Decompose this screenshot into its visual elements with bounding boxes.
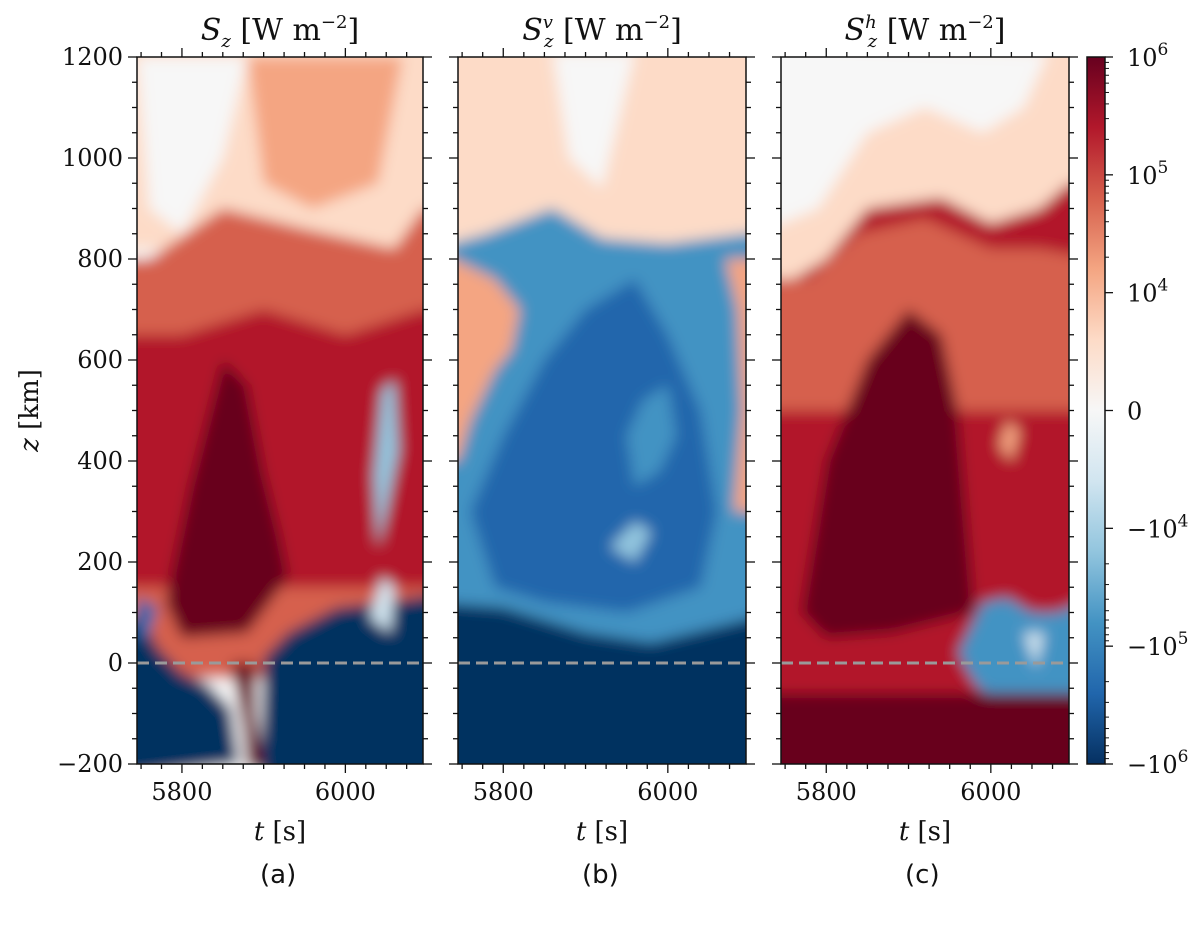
region-blue-streak-a (374, 380, 399, 547)
colorbar-tick-label: −106 (1127, 747, 1188, 779)
region-pocket-light-c (1023, 632, 1045, 668)
heatmap-a (137, 57, 423, 764)
x-tick-label-c: 5800 (796, 778, 857, 806)
ticks-b: 5800 6000 (449, 48, 755, 806)
y-tick-label: 400 (77, 447, 123, 475)
region-right-positive-b (725, 259, 746, 512)
panel-label-b: (b) (582, 860, 619, 890)
colorbar-ticks: 106 105 104 0 −104 −105 −106 (1105, 40, 1188, 779)
region-mid-negative-b (470, 279, 718, 613)
colorbar: 106 105 104 0 −104 −105 −106 (1086, 40, 1188, 779)
region-neg-left-a (137, 620, 240, 764)
region-left-positive-b (458, 261, 520, 461)
y-tick-label: 200 (77, 548, 123, 576)
panel-b: 5800 6000 Sv z [W m−2] t [s] (449, 12, 755, 847)
panel-label-c: (c) (905, 860, 940, 890)
colorbar-tick-label: −104 (1127, 511, 1188, 543)
y-tick-label: −200 (57, 750, 123, 778)
colorbar-tick-label: 105 (1127, 158, 1168, 190)
region-top-white-b (553, 57, 634, 189)
region-light-patch-c (999, 420, 1020, 461)
x-tick-label-b: 5800 (473, 778, 534, 806)
x-tick-label-a: 6000 (315, 778, 376, 806)
title-c: Sh z [W m−2] (845, 12, 1006, 52)
ticks-c: 5800 6000 (772, 48, 1078, 806)
colorbar-gradient (1087, 57, 1105, 764)
x-axis-label-b: t [s] (576, 817, 628, 847)
title-b: Sv z [W m−2] (522, 12, 682, 52)
y-tick-label: 1200 (62, 43, 123, 71)
panel-c: 5800 6000 Sh z [W m−2] t [s] (772, 12, 1078, 847)
region-upper-positive-c (781, 218, 1069, 411)
y-axis-label: z [km] (15, 369, 45, 453)
region-top-white-a (137, 57, 248, 234)
x-axis-label-c: t [s] (899, 817, 951, 847)
region-top-white-c (781, 57, 1047, 224)
region-core-tail-a (231, 663, 263, 764)
y-tick-label: 600 (77, 346, 123, 374)
region-bottom-dark-c (781, 693, 1069, 764)
region-core-c (801, 309, 975, 638)
region-neg-edge-a (137, 597, 158, 643)
x-tick-label-b: 6000 (637, 778, 698, 806)
colorbar-tick-label: 0 (1127, 398, 1142, 426)
y-tick-label: 800 (77, 245, 123, 273)
title-a: Sz [W m−2] (201, 12, 359, 52)
heatmap-c (781, 57, 1069, 764)
colorbar-tick-label: 104 (1127, 276, 1168, 308)
y-tick-label: 1000 (62, 144, 123, 172)
region-core-a (165, 360, 289, 638)
region-light-patch-b (610, 521, 652, 562)
region-mid-lighter-b (626, 385, 677, 487)
region-light-patch-a (369, 577, 395, 633)
heatmap-b (458, 57, 746, 764)
x-tick-label-c: 6000 (960, 778, 1021, 806)
region-negative-pocket-c (957, 597, 1069, 724)
region-top-salmon-a (247, 57, 403, 209)
x-axis-label-a: t [s] (254, 817, 306, 847)
region-bottom-negative-b (458, 604, 746, 764)
region-neg-right-a (260, 596, 423, 764)
ticks-a: 5800 6000 −200 0 200 400 600 800 1000 1200 (57, 43, 432, 806)
colorbar-tick-label: 106 (1127, 40, 1168, 72)
panel-a: 5800 6000 −200 0 200 400 600 800 1000 1200 Sz [W … (15, 12, 432, 847)
colorbar-tick-label: −105 (1127, 629, 1188, 661)
x-tick-label-a: 5800 (151, 778, 212, 806)
panel-label-a: (a) (260, 860, 297, 890)
y-tick-label: 0 (108, 649, 123, 677)
